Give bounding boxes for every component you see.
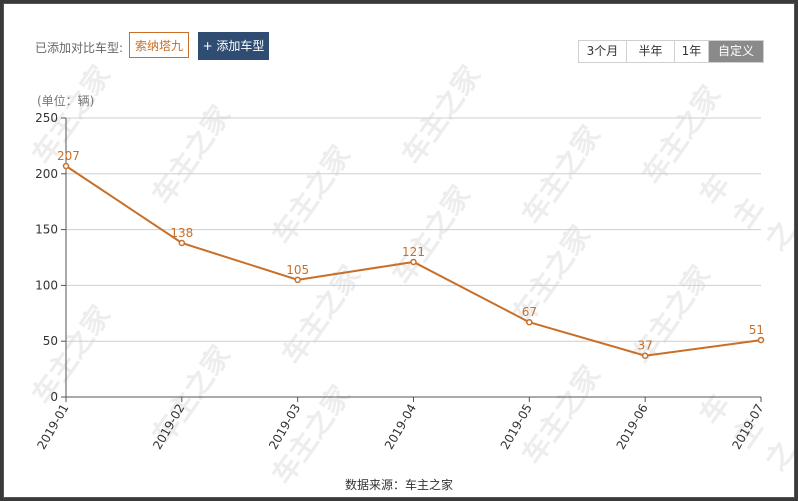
y-tick-label: 50 bbox=[43, 334, 58, 348]
data-point bbox=[294, 276, 301, 284]
y-unit-label: (单位：辆) bbox=[37, 94, 95, 108]
range-3-months-button[interactable]: 3个月 bbox=[579, 41, 627, 62]
y-tick-label: 250 bbox=[35, 111, 58, 125]
data-label: 105 bbox=[286, 263, 309, 277]
x-tick-label: 2019-02 bbox=[150, 402, 187, 452]
x-tick-label: 2019-01 bbox=[34, 402, 71, 452]
data-label: 121 bbox=[402, 245, 425, 259]
y-tick-label: 200 bbox=[35, 167, 58, 181]
data-point bbox=[62, 162, 70, 170]
x-tick-label: 2019-07 bbox=[729, 402, 766, 452]
range-half-year-button[interactable]: 半年 bbox=[627, 41, 675, 62]
y-tick-label: 150 bbox=[35, 223, 58, 237]
data-label: 37 bbox=[638, 339, 653, 353]
x-tick-label: 2019-04 bbox=[382, 402, 419, 452]
model-tag[interactable]: 索纳塔九 bbox=[129, 32, 190, 58]
data-label: 51 bbox=[749, 323, 764, 337]
range-custom-button[interactable]: 自定义 bbox=[709, 41, 763, 62]
data-label: 207 bbox=[57, 149, 80, 163]
range-1-year-button[interactable]: 1年 bbox=[675, 41, 709, 62]
line-chart: 0 50 100 150 200 250 2019-01 2019-02 2019-03 2019… bbox=[34, 111, 766, 452]
data-point bbox=[526, 318, 533, 326]
x-tick-label: 2019-05 bbox=[498, 402, 535, 452]
data-point bbox=[178, 239, 186, 247]
data-point bbox=[410, 258, 417, 266]
x-tick-label: 2019-06 bbox=[614, 402, 651, 452]
compare-label: 已添加对比车型: bbox=[35, 41, 124, 55]
y-tick-label: 0 bbox=[50, 390, 58, 404]
x-tick-label: 2019-03 bbox=[266, 402, 303, 452]
chart-panel: 车主之家 车主之家 车主之家 车主之家 车主之家 车主之家 车主之家 车主之家 车主之家 车主之家… bbox=[3, 3, 795, 498]
data-label: 138 bbox=[170, 226, 193, 240]
add-model-button[interactable]: + 添加车型 bbox=[198, 32, 269, 60]
data-point bbox=[641, 352, 649, 359]
data-label: 67 bbox=[522, 305, 537, 319]
y-tick-label: 100 bbox=[35, 278, 58, 292]
data-point bbox=[757, 336, 765, 344]
source-label: 数据来源：车主之家 bbox=[344, 478, 453, 492]
range-selector: 3个月 半年 1年 自定义 bbox=[578, 40, 764, 63]
